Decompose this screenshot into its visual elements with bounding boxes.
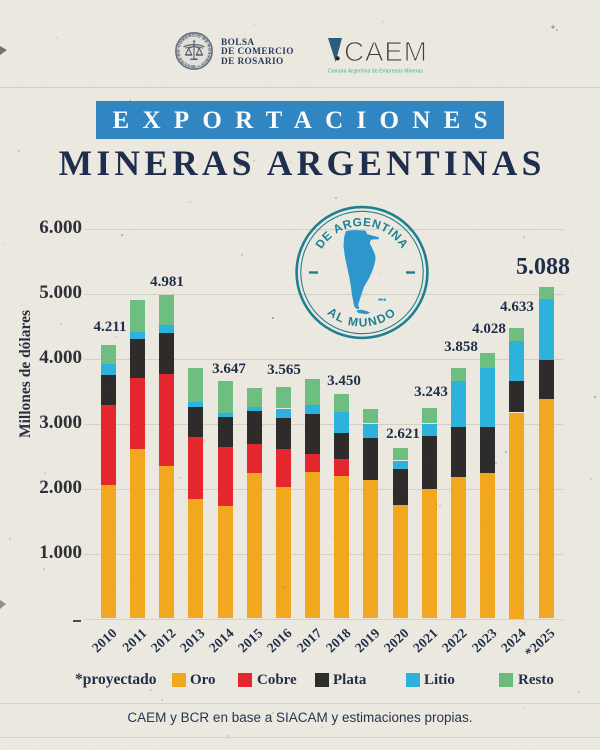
svg-text:AL MUNDO: AL MUNDO xyxy=(325,305,399,330)
svg-text:CAEM: CAEM xyxy=(344,36,428,67)
